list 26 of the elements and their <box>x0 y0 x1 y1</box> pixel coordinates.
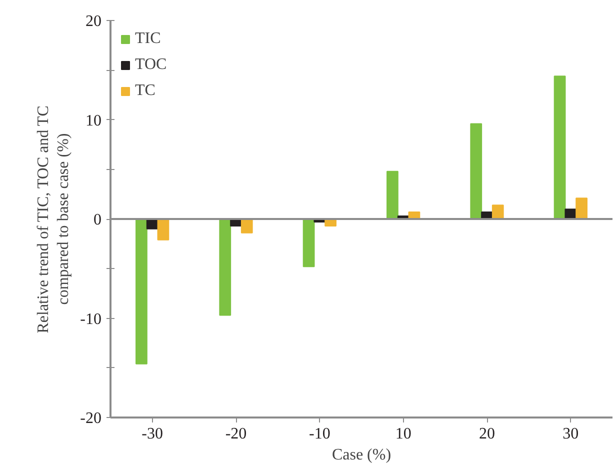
y-tick-label: -10 <box>80 310 102 328</box>
x-tick-label: 10 <box>395 426 412 442</box>
x-tick-label: -30 <box>142 426 163 442</box>
bar <box>219 218 232 316</box>
x-axis-title: Case (%) <box>332 446 392 464</box>
x-tick-label: 20 <box>479 426 495 442</box>
bar <box>554 76 566 220</box>
y-tick-label: 10 <box>86 112 102 130</box>
bar <box>157 218 170 240</box>
bar <box>492 204 504 220</box>
y-axis-title: Relative trend of TIC, TOC and TC compared to base case (%) <box>34 106 72 334</box>
bar <box>576 198 588 220</box>
legend-label: TC <box>135 82 156 100</box>
legend-label: TIC <box>135 30 161 48</box>
bar <box>240 218 253 234</box>
y-tick-label: 0 <box>94 212 102 228</box>
legend-label: TOC <box>135 56 167 74</box>
x-tick-label: -10 <box>309 426 330 442</box>
x-tick-label: -20 <box>225 426 247 442</box>
bar <box>136 218 148 364</box>
bar <box>302 218 315 268</box>
bar <box>386 170 398 220</box>
bar <box>470 123 482 220</box>
y-tick-label: -20 <box>80 410 102 427</box>
x-tick-label: 30 <box>562 426 579 442</box>
y-tick-label: 20 <box>86 13 102 30</box>
